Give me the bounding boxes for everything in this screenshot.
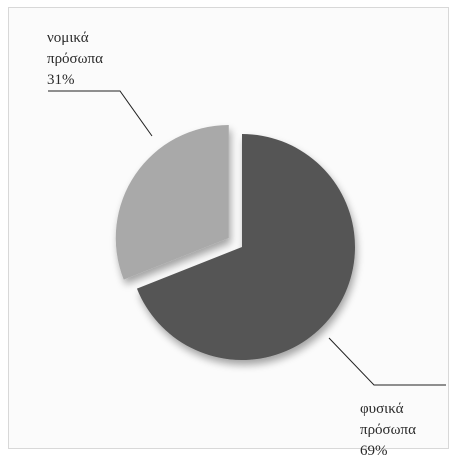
- label-fysika-percent: 69%: [360, 443, 388, 458]
- label-fysika-line2: πρόσωπα: [360, 422, 416, 438]
- pie-slice-nomika-prosopa: [115, 125, 229, 280]
- leader-line-fysika: [328, 337, 446, 386]
- pie-slice-fysika-prosopa: [136, 134, 355, 360]
- label-fysika-line1: φυσικά: [360, 401, 404, 417]
- label-nomika-line2: πρόσωπα: [47, 51, 103, 67]
- leader-line-nomika: [48, 90, 153, 137]
- label-nomika-percent: 31%: [47, 72, 75, 88]
- label-nomika-line1: νομικά: [47, 30, 89, 46]
